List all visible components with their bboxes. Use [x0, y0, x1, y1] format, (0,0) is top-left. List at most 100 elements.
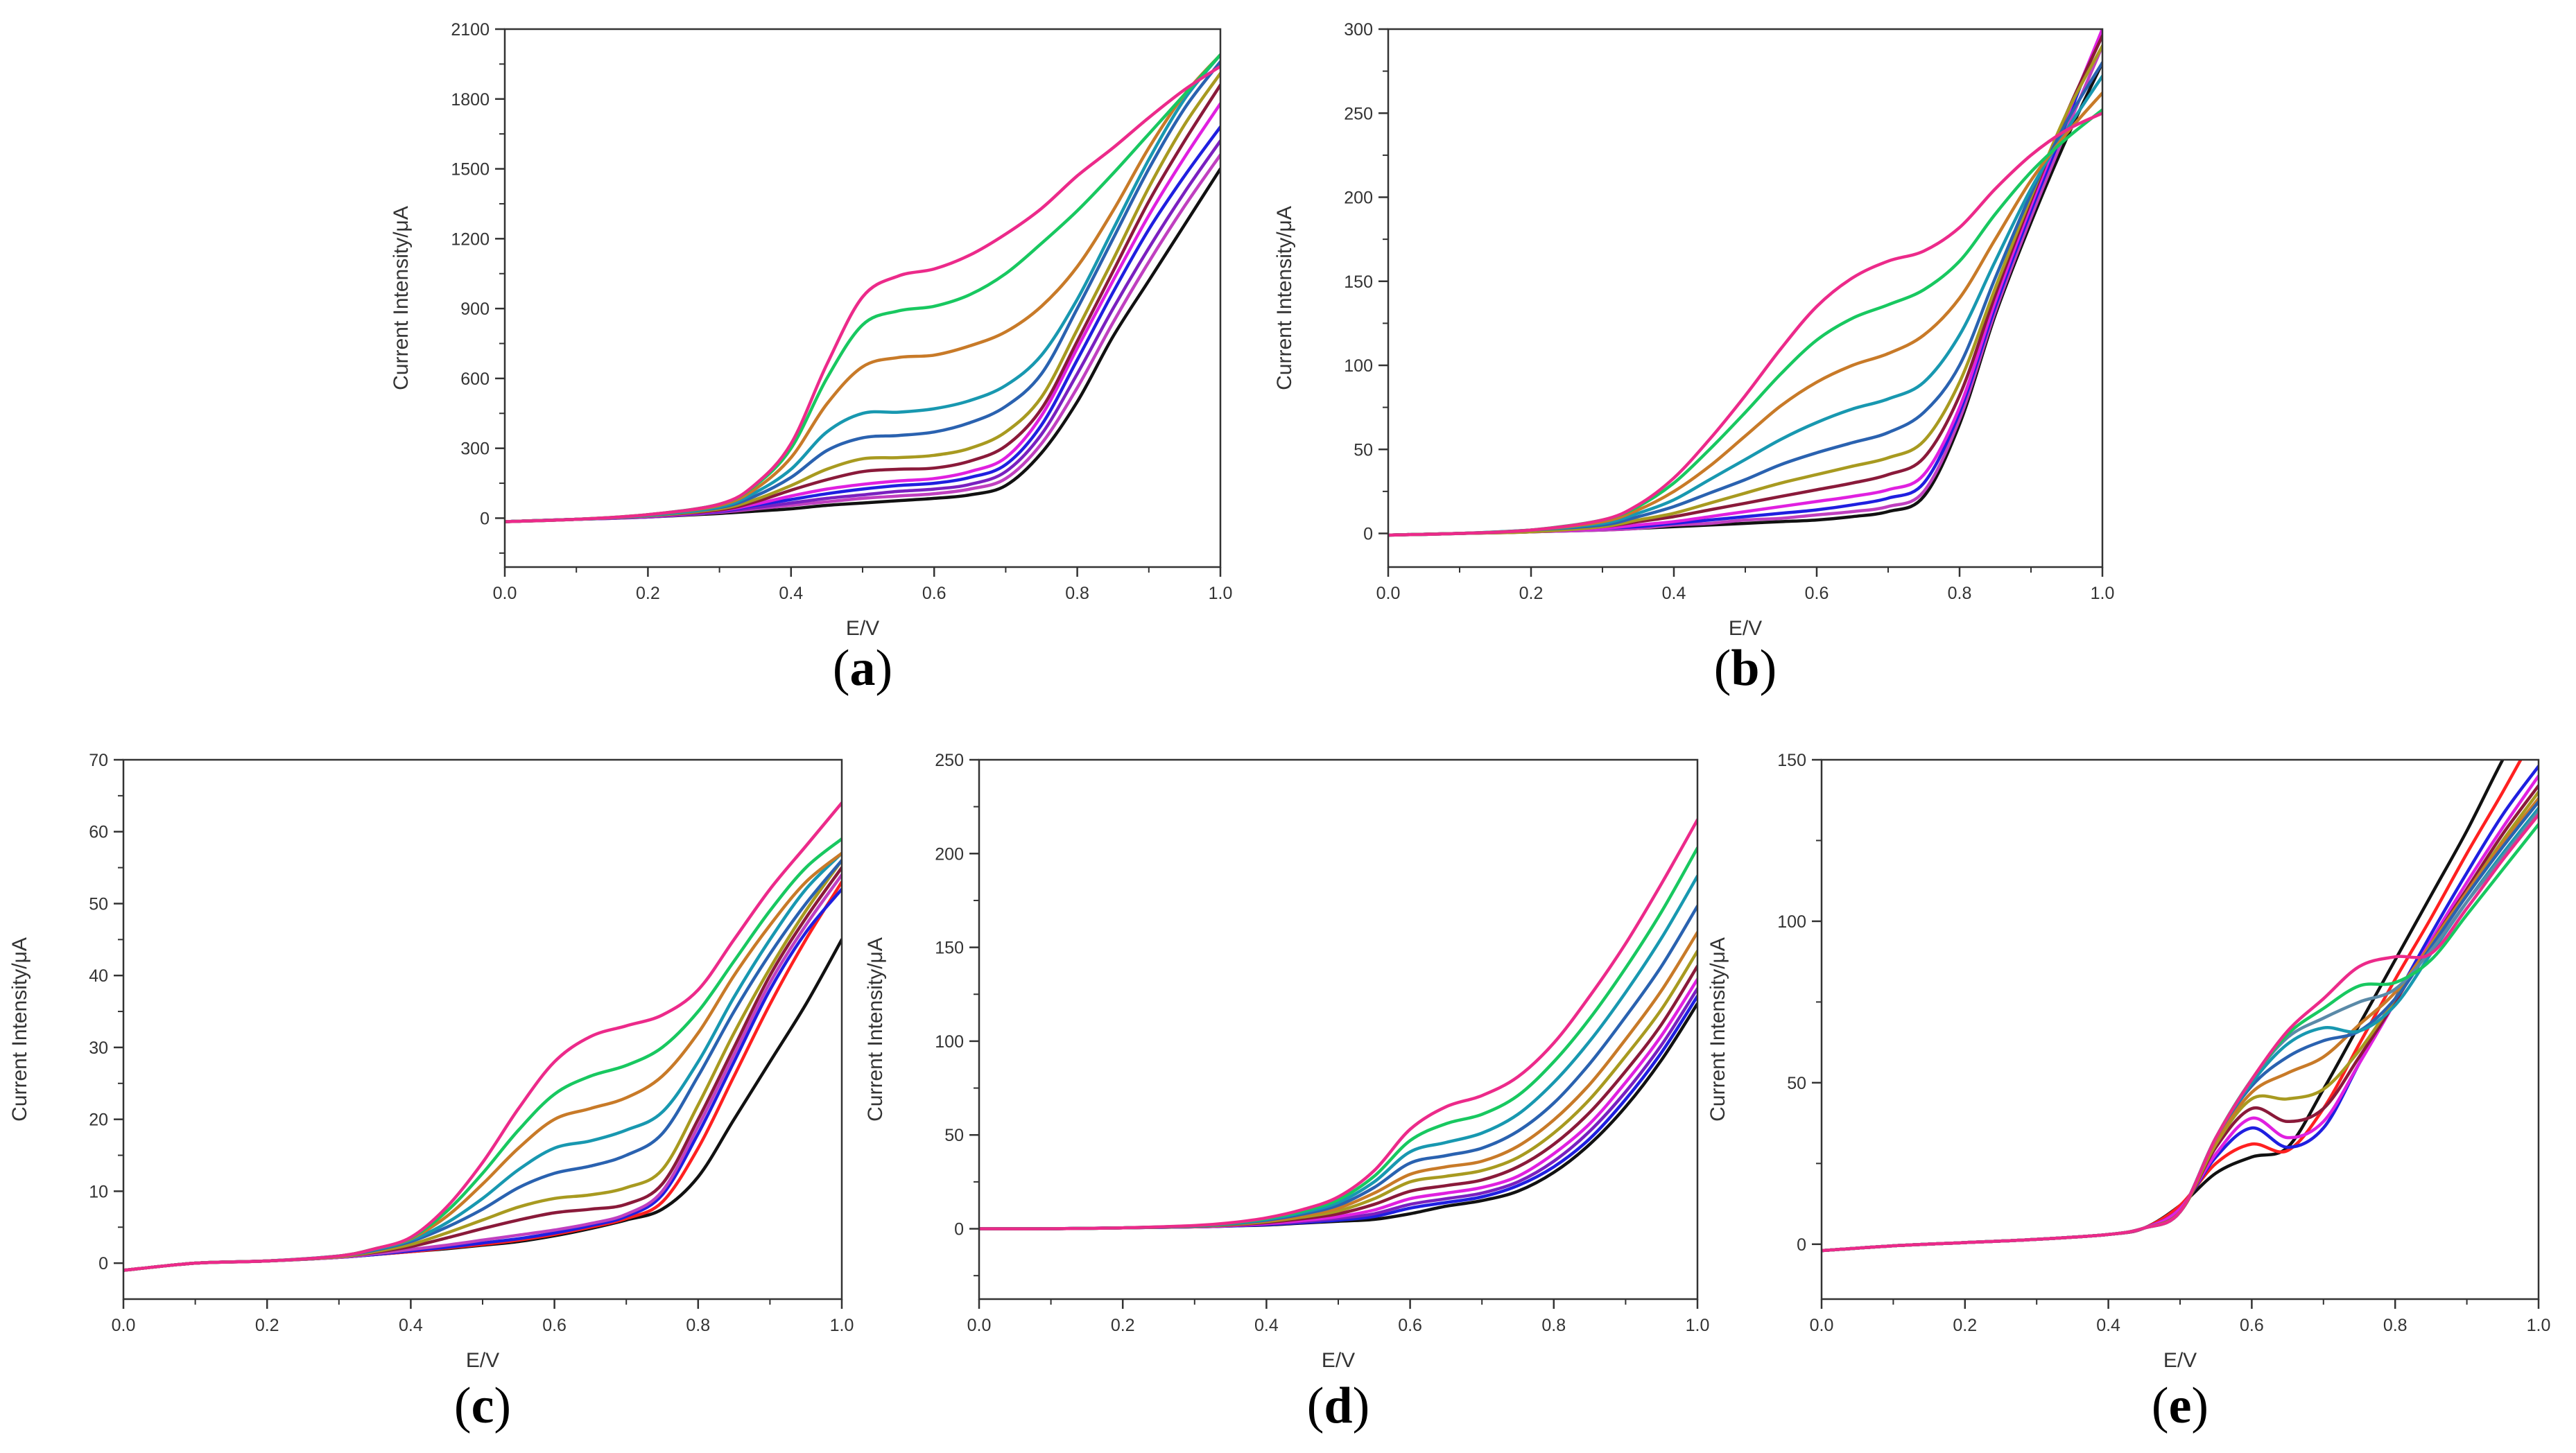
y-axis-title: Current Intensity/μA: [8, 937, 31, 1122]
panel-label-letter: d: [1324, 1377, 1352, 1434]
y-tick-label: 300: [1344, 20, 1373, 40]
x-tick-label: 0.8: [1065, 584, 1089, 603]
x-tick-label: 0.0: [967, 1316, 992, 1335]
y-tick-label: 1800: [451, 90, 490, 110]
panel-label: (c): [454, 1377, 511, 1434]
x-tick-label: 0.2: [1519, 584, 1544, 603]
x-tick-label: 0.6: [1805, 584, 1829, 603]
panel-label-close-paren: ): [1760, 640, 1777, 697]
x-tick-label: 0.0: [1376, 584, 1401, 603]
x-tick-label: 0.2: [1953, 1316, 1977, 1335]
y-tick-label: 40: [89, 966, 108, 986]
x-tick-label: 0.2: [255, 1316, 279, 1335]
x-tick-label: 0.4: [1662, 584, 1686, 603]
y-tick-label: 600: [460, 369, 490, 389]
y-tick-label: 60: [89, 823, 108, 842]
y-tick-label: 250: [1344, 104, 1373, 123]
x-axis-title: E/V: [1729, 617, 1762, 640]
x-tick-label: 0.0: [112, 1316, 136, 1335]
x-tick-label: 0.4: [2096, 1316, 2120, 1335]
x-tick-label: 1.0: [830, 1316, 854, 1335]
y-tick-label: 1200: [451, 229, 490, 249]
panel-a: 0.0 0.2 0.4 0.6 0.8 1.0 0 300 600 900 1200 1500 1800…: [390, 20, 1232, 697]
y-tick-label: 0: [1797, 1235, 1806, 1255]
series-line-11: [123, 801, 842, 1272]
x-tick-label: 0.6: [2240, 1316, 2264, 1335]
x-tick-label: 0.8: [2383, 1316, 2408, 1335]
x-axis-title: E/V: [846, 617, 879, 640]
x-tick-label: 0.6: [1398, 1316, 1422, 1335]
series-group: [505, 53, 1220, 523]
x-tick-label: 0.2: [636, 584, 660, 603]
y-tick-label: 150: [935, 939, 964, 958]
x-axis-title: E/V: [2163, 1349, 2197, 1372]
series-line-12: [1822, 812, 2539, 1253]
panel-label-letter: b: [1731, 640, 1759, 697]
y-tick-label: 0: [1363, 525, 1373, 544]
series-group: [1822, 760, 2539, 1253]
panel-e: 0.0 0.2 0.4 0.6 0.8 1.0 0 50 100 150 E/V Current In…: [1706, 751, 2551, 1434]
panel-label-close-paren: ): [876, 640, 893, 697]
panel-label-letter: e: [2169, 1377, 2192, 1434]
y-tick-label: 150: [1777, 751, 1806, 770]
y-tick-label: 150: [1344, 272, 1373, 292]
x-tick-label: 1.0: [2527, 1316, 2551, 1335]
panel-label-open-paren: (: [454, 1377, 472, 1434]
x-tick-label: 1.0: [1209, 584, 1233, 603]
x-tick-label: 0.0: [493, 584, 517, 603]
panel-label-letter: a: [850, 640, 876, 697]
x-axis-title: E/V: [466, 1349, 499, 1372]
panel-label-open-paren: (: [2152, 1377, 2169, 1434]
y-tick-label: 0: [480, 509, 490, 528]
y-tick-label: 20: [89, 1111, 108, 1130]
y-tick-label: 10: [89, 1182, 108, 1201]
panel-label-open-paren: (: [833, 640, 850, 697]
y-axis-title: Current Intensity/μA: [1706, 937, 1729, 1122]
panel-label-close-paren: ): [494, 1377, 511, 1434]
y-tick-label: 30: [89, 1038, 108, 1058]
series-line-11: [979, 818, 1697, 1230]
x-tick-label: 0.0: [1810, 1316, 1834, 1335]
x-tick-label: 0.8: [1948, 584, 1972, 603]
x-tick-label: 0.8: [1541, 1316, 1566, 1335]
y-tick-label: 50: [1787, 1074, 1806, 1093]
x-tick-label: 0.6: [542, 1316, 567, 1335]
x-axis-title: E/V: [1322, 1349, 1355, 1372]
y-tick-label: 300: [460, 440, 490, 459]
y-tick-label: 70: [89, 751, 108, 770]
panel-label: (b): [1714, 640, 1777, 697]
y-tick-label: 900: [460, 299, 490, 319]
panel-d: 0.0 0.2 0.4 0.6 0.8 1.0 0 50 100 150 200 250 E/V Curr…: [864, 751, 1709, 1434]
panel-label-letter: c: [472, 1377, 494, 1434]
y-tick-label: 100: [935, 1032, 964, 1052]
panel-label: (a): [833, 640, 892, 697]
y-tick-label: 100: [1777, 912, 1806, 932]
panel-label-open-paren: (: [1307, 1377, 1324, 1434]
y-axis-title: Current Intensity/μA: [390, 206, 413, 390]
y-tick-label: 1500: [451, 160, 490, 180]
series-line-11: [1388, 112, 2102, 537]
x-tick-label: 0.4: [779, 584, 803, 603]
y-tick-label: 50: [1354, 440, 1373, 460]
panel-c: 0.0 0.2 0.4 0.6 0.8 1.0 0 10 20 30 40 50 60 70 E/V Curr…: [8, 751, 854, 1434]
panel-label-close-paren: ): [2191, 1377, 2208, 1434]
y-tick-label: 100: [1344, 356, 1373, 376]
panel-label-open-paren: (: [1714, 640, 1731, 697]
panel-label-close-paren: ): [1353, 1377, 1370, 1434]
y-tick-label: 50: [89, 894, 108, 914]
x-tick-label: 0.4: [1254, 1316, 1279, 1335]
x-tick-label: 1.0: [1686, 1316, 1710, 1335]
panel-label: (e): [2152, 1377, 2208, 1434]
y-tick-label: 200: [1344, 189, 1373, 208]
y-axis-title: Current Intensity/μA: [864, 937, 887, 1122]
panel-b: 0.0 0.2 0.4 0.6 0.8 1.0 0 50 100 150 200 250 300 E/V C…: [1273, 20, 2114, 697]
y-tick-label: 50: [944, 1126, 964, 1145]
series-line-12: [505, 64, 1220, 523]
y-tick-label: 0: [98, 1254, 108, 1273]
x-tick-label: 0.6: [922, 584, 946, 603]
series-line-6: [1388, 44, 2102, 537]
x-tick-label: 0.8: [686, 1316, 710, 1335]
y-axis-title: Current Intensity/μA: [1273, 206, 1296, 390]
